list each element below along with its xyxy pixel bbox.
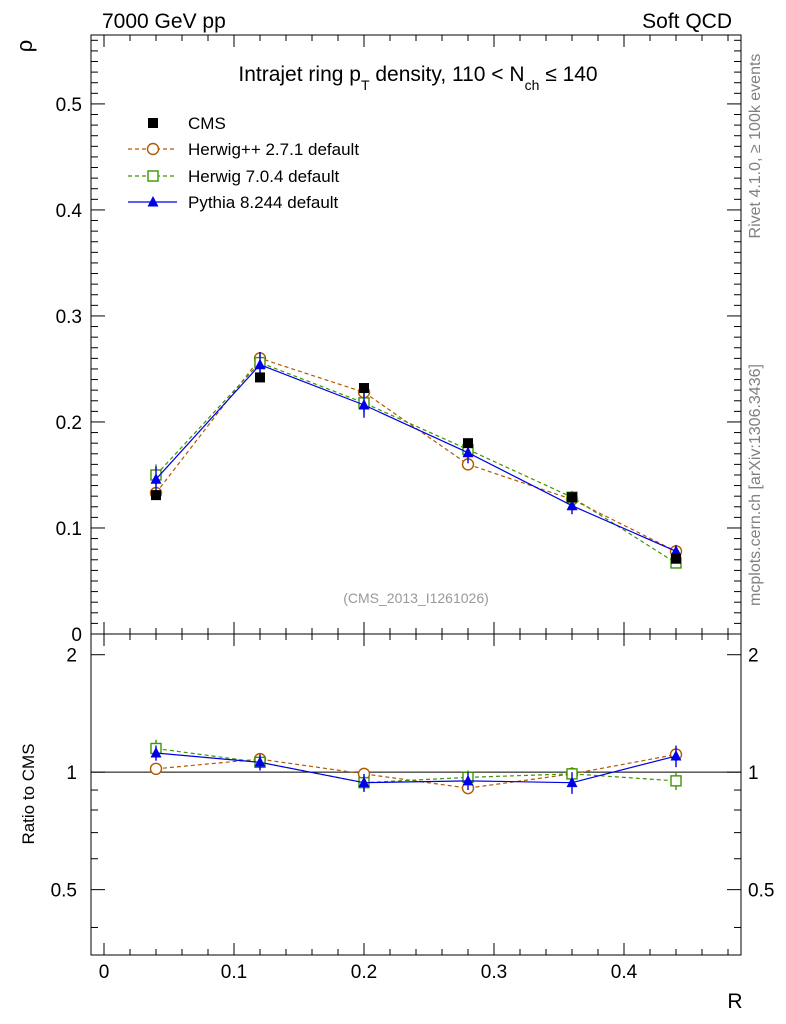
ratio-tick-label: 2 <box>66 646 77 667</box>
data-point <box>150 473 162 484</box>
ratio-point <box>566 776 578 788</box>
title-middle: density, 110 < N <box>370 63 525 86</box>
ratio-axis-label: Ratio to CMS <box>19 743 38 844</box>
legend-label: CMS <box>188 114 226 133</box>
y-tick-label: 0 <box>71 625 82 646</box>
data-point <box>359 383 369 394</box>
legend-marker <box>148 118 158 128</box>
ratio-tick-label: 1 <box>66 763 77 784</box>
legend-marker <box>146 142 160 156</box>
axes-layer: 0 0.1 0.2 0.3 0.4 0 0.1 0.2 0.3 0.4 0.5 0.5 0.5 1 1 2 2 <box>51 35 774 983</box>
legend-label: Herwig 7.0.4 default <box>188 167 339 186</box>
rivet-label: Rivet 4.1.0, ≥ 100k events <box>747 54 764 239</box>
x-tick-label: 0 <box>99 962 110 983</box>
ratio-plot-frame <box>90 633 742 956</box>
data-point <box>671 553 681 564</box>
ratio-tick-label-right: 1 <box>748 763 759 784</box>
ratio-tick-label-right: 2 <box>748 646 759 667</box>
ratio-point <box>149 762 163 776</box>
ratio-point <box>462 774 474 786</box>
ratio-point <box>150 746 162 758</box>
ratio-series-line <box>155 752 677 784</box>
chart-title: Intrajet ring pT density, 110 < Nch ≤ 14… <box>238 63 597 93</box>
data-point <box>151 490 161 501</box>
ratio-point <box>670 775 682 787</box>
title-prefix: Intrajet ring p <box>238 63 361 86</box>
legend: CMS Herwig++ 2.7.1 default Herwig 7.0.4 de… <box>128 114 359 212</box>
legend-label: Pythia 8.244 default <box>188 193 339 212</box>
data-point <box>670 545 682 556</box>
legend-marker <box>147 170 159 182</box>
series-line <box>155 357 677 552</box>
series-line <box>155 364 677 552</box>
y-tick-label: 0.5 <box>56 95 82 116</box>
y-tick-label: 0.3 <box>56 307 82 328</box>
data-point <box>254 358 266 370</box>
ratio-series-line <box>155 747 677 784</box>
x-tick-label: 0.1 <box>221 962 247 983</box>
legend-marker <box>147 196 159 207</box>
title-sub-nch: ch <box>525 77 540 93</box>
data-point <box>566 499 578 511</box>
legend-label: Herwig++ 2.7.1 default <box>188 140 359 159</box>
series-line <box>155 361 677 564</box>
ratio-tick-label-right: 0.5 <box>748 881 774 902</box>
data-point <box>463 438 473 449</box>
data-point <box>255 372 265 383</box>
energy-label: 7000 GeV pp <box>102 10 226 33</box>
ratio-layer <box>91 739 741 795</box>
title-suffix: ≤ 140 <box>539 63 597 86</box>
ratio-tick-label: 0.5 <box>51 881 77 902</box>
analysis-label: (CMS_2013_I1261026) <box>343 590 489 606</box>
data-point <box>462 446 474 458</box>
title-sub-pt: T <box>361 77 370 93</box>
ratio-point <box>670 750 682 761</box>
main-layer <box>149 351 683 569</box>
ratio-point <box>254 756 266 767</box>
process-label: Soft QCD <box>642 10 732 33</box>
x-axis-label: R <box>727 990 742 1013</box>
ratio-point <box>358 776 370 788</box>
x-tick-label: 0.4 <box>611 962 638 983</box>
y-tick-label: 0.1 <box>56 519 82 540</box>
y-axis-label: ρ <box>12 40 37 53</box>
y-tick-label: 0.2 <box>56 413 82 434</box>
data-point <box>358 399 370 410</box>
y-tick-label: 0.4 <box>56 201 83 222</box>
x-tick-label: 0.3 <box>481 962 507 983</box>
mcplots-label: mcplots.cern.ch [arXiv:1306.3436] <box>747 364 764 606</box>
x-tick-label: 0.2 <box>351 962 377 983</box>
data-point <box>567 492 577 503</box>
